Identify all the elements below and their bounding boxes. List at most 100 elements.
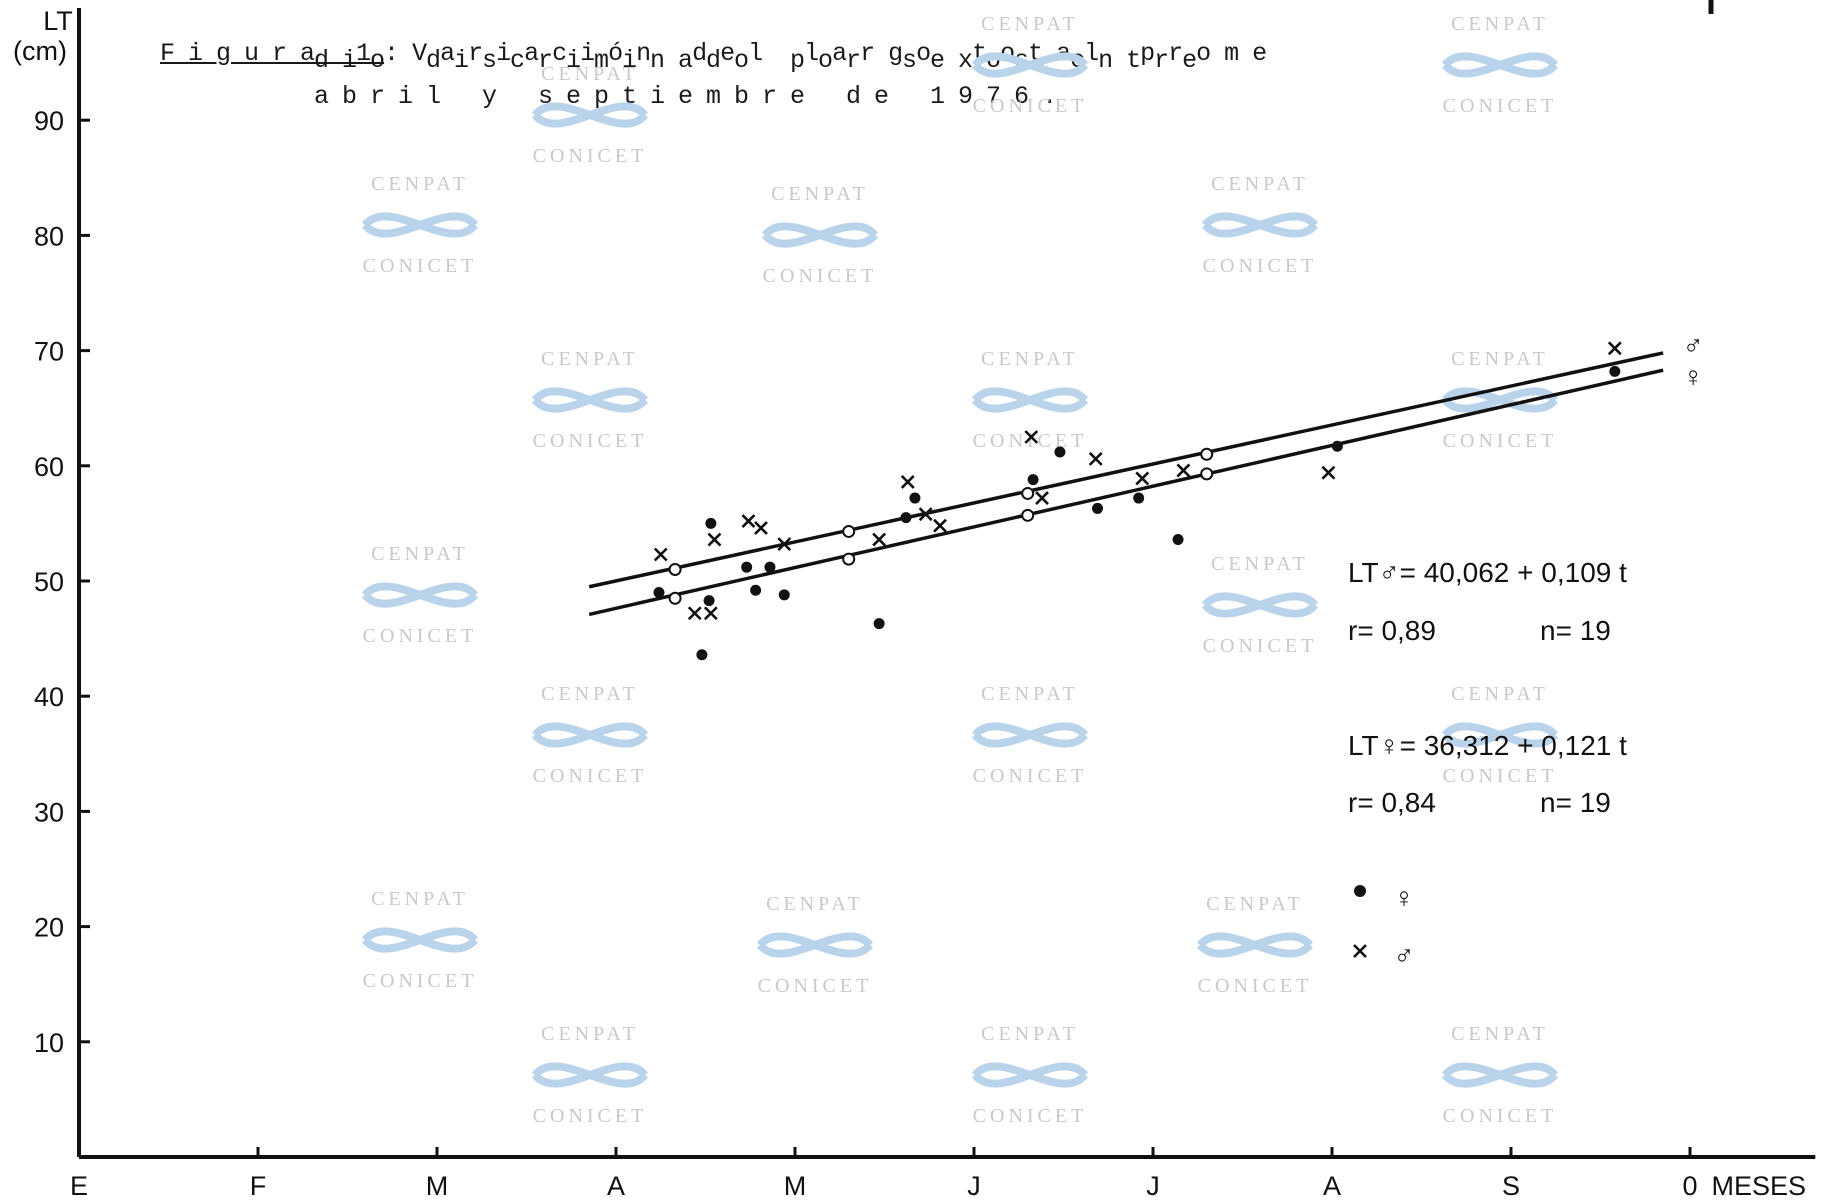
watermark-logo-icon (1441, 387, 1559, 413)
watermark-logo-icon (971, 722, 1089, 748)
male-point (687, 606, 702, 621)
watermark-text-top: CENPAT (1451, 348, 1549, 370)
watermark-logo-icon (971, 52, 1089, 78)
watermark-logo-icon (531, 722, 649, 748)
female-point (705, 517, 717, 529)
regression-marker-male (1200, 447, 1214, 461)
legend-female-marker (1354, 885, 1366, 897)
male-point (872, 532, 887, 547)
caption-line-3-wrap: abril y septiembre de 1976. (314, 82, 1070, 111)
caption-line-1: Variación del largo total prome (412, 39, 1281, 68)
watermark-text-bottom: CONICET (1203, 635, 1318, 657)
watermark-text-top: CENPAT (981, 683, 1079, 705)
watermark-text-bottom: CONICET (1443, 430, 1558, 452)
x-tick-label: A (607, 1171, 625, 1201)
legend-male-marker (1353, 944, 1367, 958)
female-point (653, 587, 665, 599)
watermark-layer: CENPAT CONICET CENPAT CONICET CENPAT CONICET C… (361, 13, 1559, 1127)
caption-separator: : (384, 39, 413, 68)
x-tick-label: J (967, 1171, 981, 1201)
regression-end-label-male: ♂ (1683, 330, 1704, 361)
watermark-mark: CENPAT CONICET (761, 183, 879, 287)
regression-line-male (588, 351, 1664, 589)
watermark-logo-icon (761, 222, 879, 248)
watermark-text-top: CENPAT (541, 1023, 639, 1045)
male-point (1035, 491, 1049, 505)
watermark-logo-icon (531, 387, 649, 413)
watermark-text-top: CENPAT (371, 173, 469, 195)
watermark-text-bottom: CONICET (758, 975, 873, 997)
watermark-text-bottom: CONICET (1443, 765, 1558, 787)
equation-r-male: r= 0,89 (1348, 615, 1436, 646)
female-point (900, 512, 912, 524)
watermark-text-top: CENPAT (1451, 13, 1549, 35)
watermark-text-bottom: CONICET (363, 255, 478, 277)
equation-n-male: n= 19 (1540, 615, 1611, 646)
female-point (909, 492, 921, 504)
x-tick-label: S (1502, 1171, 1520, 1201)
watermark-logo-icon (531, 1062, 649, 1088)
watermark-text-bottom: CONICET (533, 765, 648, 787)
figure-caption: Figura 1:Variación del largo total prome (104, 10, 1280, 68)
x-tick-label: M (784, 1171, 807, 1201)
watermark-mark: CENPAT CONICET (971, 683, 1089, 787)
equation-r-female: r= 0,84 (1348, 787, 1436, 818)
legend-male-label: ♂ (1394, 940, 1415, 971)
watermark-text-top: CENPAT (1451, 1023, 1549, 1045)
watermark-text-bottom: CONICET (1443, 95, 1558, 117)
y-tick-label: 50 (34, 567, 64, 597)
female-point (778, 589, 790, 601)
female-point (1054, 446, 1066, 458)
watermark-text-top: CENPAT (771, 183, 869, 205)
watermark-logo-icon (531, 102, 649, 128)
male-point (707, 532, 722, 547)
regression-marker-female (1021, 508, 1035, 522)
regression-line-female (588, 368, 1664, 617)
y-tick-label: 90 (34, 106, 64, 136)
male-point (1135, 471, 1150, 486)
watermark-mark: CENPAT CONICET (1201, 553, 1319, 657)
watermark-text-bottom: CONICET (533, 145, 648, 167)
female-point (764, 561, 776, 573)
watermark-mark: CENPAT CONICET (971, 1023, 1089, 1127)
male-point (900, 475, 915, 489)
watermark-logo-icon (361, 582, 479, 608)
watermark-text-top: CENPAT (981, 13, 1079, 35)
y-axis-unit-label: (cm) (13, 36, 67, 66)
male-point (754, 521, 768, 535)
x-axis-label: MESES (1711, 1171, 1806, 1201)
male-point (933, 518, 947, 533)
caption-line-3: abril y septiembre de 1976. (314, 82, 1071, 111)
male-point (1607, 341, 1622, 356)
x-tick-label: 0 (1682, 1171, 1697, 1201)
regression-marker-female (842, 552, 856, 566)
female-point (873, 618, 885, 630)
watermark-mark: CENPAT CONICET (361, 173, 479, 277)
watermark-text-top: CENPAT (1211, 173, 1309, 195)
watermark-mark: CENPAT CONICET (531, 1023, 649, 1127)
regression-marker-female (1200, 467, 1214, 481)
watermark-text-top: CENPAT (371, 888, 469, 910)
watermark-text-bottom: CONICET (533, 1105, 648, 1127)
x-tick-label: J (1146, 1171, 1160, 1201)
watermark-text-top: CENPAT (371, 543, 469, 565)
watermark-mark: CENPAT CONICET (1441, 1023, 1559, 1127)
watermark-text-bottom: CONICET (363, 625, 478, 647)
caption-line-2-wrap: dio discriminado por sexos entre (314, 46, 1210, 75)
watermark-text-bottom: CONICET (973, 95, 1088, 117)
watermark-text-bottom: CONICET (533, 430, 648, 452)
watermark-logo-icon (756, 932, 874, 958)
watermark-logo-icon (1201, 592, 1319, 618)
female-point (696, 649, 708, 661)
regression-marker-female (668, 591, 682, 605)
watermark-text-top: CENPAT (541, 63, 639, 85)
watermark-mark: CENPAT CONICET (1201, 173, 1319, 277)
watermark-mark: CENPAT CONICET (1196, 893, 1314, 997)
regression-marker-male (842, 524, 856, 538)
male-point (1321, 465, 1336, 480)
female-point (741, 561, 753, 573)
watermark-text-bottom: CONICET (1443, 1105, 1558, 1127)
watermark-text-top: CENPAT (541, 348, 639, 370)
x-tick-label: E (70, 1171, 88, 1201)
watermark-mark: CENPAT CONICET (971, 13, 1089, 117)
